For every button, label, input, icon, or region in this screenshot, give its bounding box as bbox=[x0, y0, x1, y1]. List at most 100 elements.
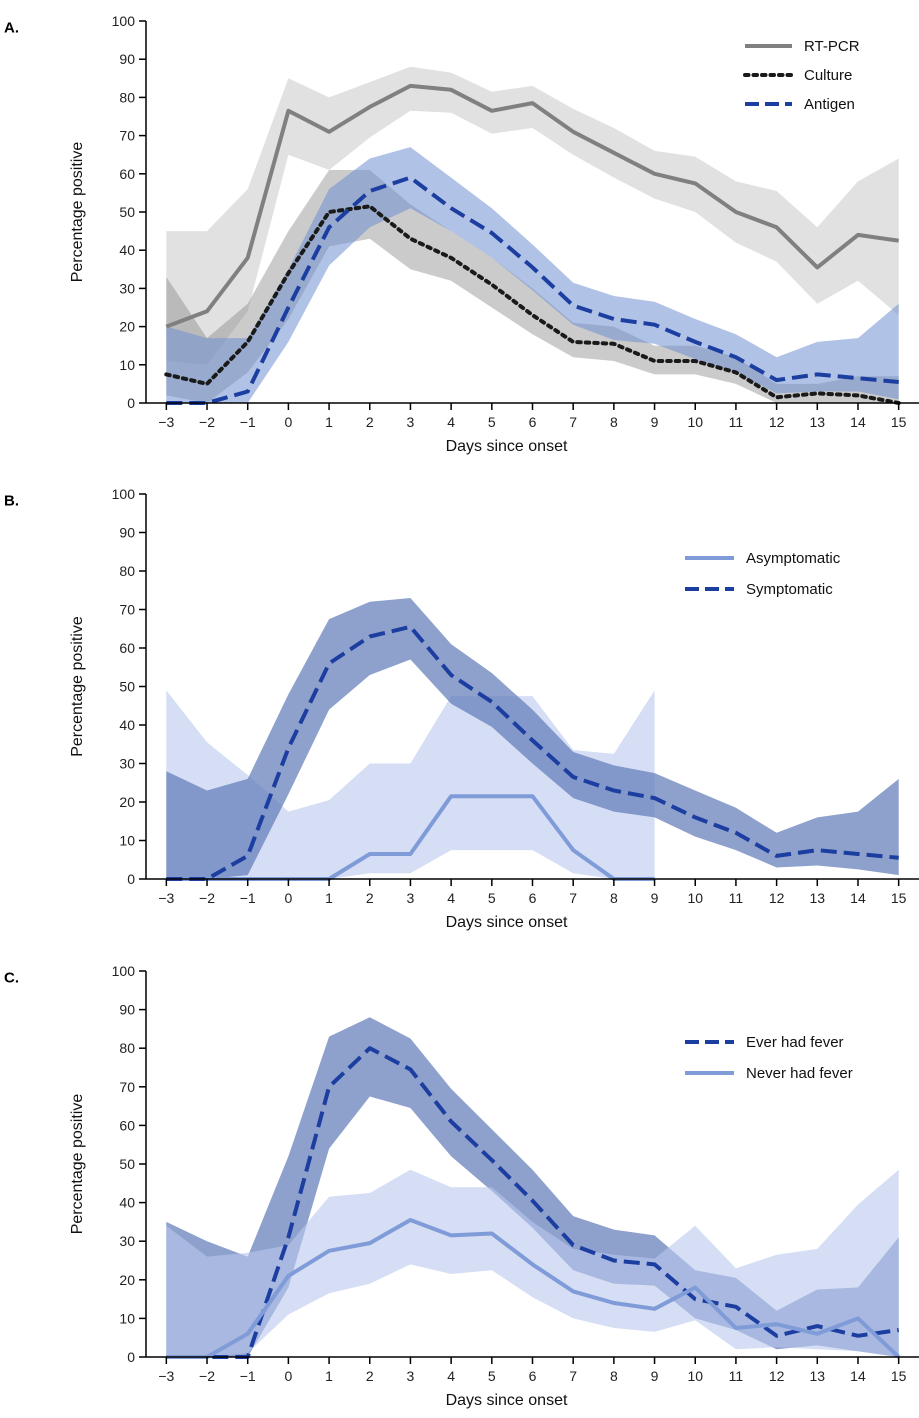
y-tick-label: 10 bbox=[119, 357, 135, 373]
legend-label: Asymptomatic bbox=[746, 550, 841, 567]
y-tick-label: 70 bbox=[119, 128, 135, 144]
x-tick-label: −2 bbox=[199, 414, 215, 430]
y-tick-label: 20 bbox=[119, 794, 135, 810]
y-tick-label: 50 bbox=[119, 679, 135, 695]
y-tick-label: 10 bbox=[119, 833, 135, 849]
y-tick-label: 30 bbox=[119, 1233, 135, 1249]
x-tick-label: 15 bbox=[891, 414, 907, 430]
series-line-ever-had-fever bbox=[166, 1046, 899, 1359]
x-tick-label: 1 bbox=[325, 414, 333, 430]
x-tick-label: 6 bbox=[529, 1368, 537, 1384]
x-tick-label: 11 bbox=[729, 890, 744, 906]
y-tick-label: 100 bbox=[112, 13, 136, 29]
x-tick-label: 3 bbox=[407, 1368, 415, 1384]
y-tick-label: 0 bbox=[127, 1349, 135, 1365]
x-tick-label: 2 bbox=[366, 890, 374, 906]
x-axis-title: Days since onset bbox=[446, 438, 568, 455]
x-tick-label: 6 bbox=[529, 890, 537, 906]
legend-label: Culture bbox=[804, 67, 852, 84]
y-tick-label: 50 bbox=[119, 204, 135, 220]
x-tick-label: 1 bbox=[325, 890, 333, 906]
y-tick-label: 100 bbox=[112, 486, 136, 502]
x-tick-label: 11 bbox=[729, 414, 744, 430]
panel-label: B. bbox=[4, 492, 19, 509]
x-tick-label: 8 bbox=[610, 414, 618, 430]
x-tick-label: 4 bbox=[447, 890, 455, 906]
y-tick-label: 30 bbox=[119, 280, 135, 296]
y-tick-label: 70 bbox=[119, 602, 135, 618]
legend: Asymptomatic Symptomatic bbox=[685, 550, 841, 598]
x-tick-label: −1 bbox=[240, 890, 256, 906]
x-tick-label: 13 bbox=[810, 1368, 826, 1384]
y-tick-label: 0 bbox=[127, 871, 135, 887]
x-tick-label: 14 bbox=[850, 890, 866, 906]
x-tick-label: 8 bbox=[610, 890, 618, 906]
x-tick-label: 0 bbox=[284, 1368, 292, 1384]
x-tick-label: 14 bbox=[850, 414, 866, 430]
x-tick-label: 10 bbox=[687, 890, 703, 906]
y-tick-label: 40 bbox=[119, 242, 135, 258]
y-tick-label: 20 bbox=[119, 319, 135, 335]
x-tick-label: 12 bbox=[769, 890, 785, 906]
x-tick-label: 6 bbox=[529, 414, 537, 430]
x-tick-label: 2 bbox=[366, 414, 374, 430]
y-tick-label: 90 bbox=[119, 1002, 135, 1018]
x-tick-label: 1 bbox=[325, 1368, 333, 1384]
y-tick-label: 50 bbox=[119, 1156, 135, 1172]
x-tick-label: 7 bbox=[569, 1368, 577, 1384]
y-tick-label: 10 bbox=[119, 1310, 135, 1326]
y-axis-title: Percentage positive bbox=[69, 142, 86, 283]
legend-label: Antigen bbox=[804, 96, 855, 113]
x-tick-label: 8 bbox=[610, 1368, 618, 1384]
x-tick-label: 15 bbox=[891, 890, 907, 906]
y-axis-title: Percentage positive bbox=[69, 616, 86, 757]
y-tick-label: 0 bbox=[127, 395, 135, 411]
panel-label: C. bbox=[4, 969, 19, 986]
x-tick-label: 3 bbox=[407, 414, 415, 430]
y-tick-label: 70 bbox=[119, 1079, 135, 1095]
x-tick-label: −2 bbox=[199, 890, 215, 906]
y-tick-label: 60 bbox=[119, 166, 135, 182]
x-tick-label: 12 bbox=[769, 1368, 785, 1384]
confidence-band-rt-pcr bbox=[166, 66, 899, 365]
x-tick-label: 9 bbox=[651, 1368, 659, 1384]
legend-label: Ever had fever bbox=[746, 1034, 844, 1051]
x-tick-label: 5 bbox=[488, 414, 496, 430]
y-tick-label: 60 bbox=[119, 1117, 135, 1133]
x-tick-label: 11 bbox=[729, 1368, 744, 1384]
y-tick-label: 90 bbox=[119, 51, 135, 67]
y-axis-title: Percentage positive bbox=[69, 1094, 86, 1235]
series-line-never-had-fever bbox=[166, 1218, 901, 1359]
legend-label: RT-PCR bbox=[804, 38, 860, 55]
x-tick-label: 0 bbox=[284, 414, 292, 430]
x-tick-label: −1 bbox=[240, 1368, 256, 1384]
series-line-antigen bbox=[166, 175, 899, 405]
legend-label: Symptomatic bbox=[746, 581, 833, 598]
x-tick-label: 5 bbox=[488, 1368, 496, 1384]
x-tick-label: 13 bbox=[810, 414, 826, 430]
x-tick-label: 3 bbox=[407, 890, 415, 906]
x-tick-label: −3 bbox=[158, 890, 174, 906]
y-tick-label: 40 bbox=[119, 1195, 135, 1211]
x-tick-label: 13 bbox=[810, 890, 826, 906]
x-tick-label: 0 bbox=[284, 890, 292, 906]
series-line-rt-pcr bbox=[165, 83, 899, 329]
x-tick-label: 4 bbox=[447, 414, 455, 430]
x-tick-label: 14 bbox=[850, 1368, 866, 1384]
confidence-band-ever-had-fever bbox=[166, 1017, 899, 1357]
x-tick-label: 9 bbox=[651, 414, 659, 430]
x-tick-label: 10 bbox=[687, 1368, 703, 1384]
x-tick-label: 7 bbox=[569, 890, 577, 906]
x-tick-label: 4 bbox=[447, 1368, 455, 1384]
x-tick-label: 10 bbox=[687, 414, 703, 430]
x-tick-label: 7 bbox=[569, 414, 577, 430]
x-axis-title: Days since onset bbox=[446, 914, 568, 931]
legend: Ever had fever Never had fever bbox=[685, 1034, 853, 1082]
x-tick-label: −3 bbox=[158, 414, 174, 430]
y-tick-label: 80 bbox=[119, 563, 135, 579]
x-axis-title: Days since onset bbox=[446, 1392, 568, 1409]
